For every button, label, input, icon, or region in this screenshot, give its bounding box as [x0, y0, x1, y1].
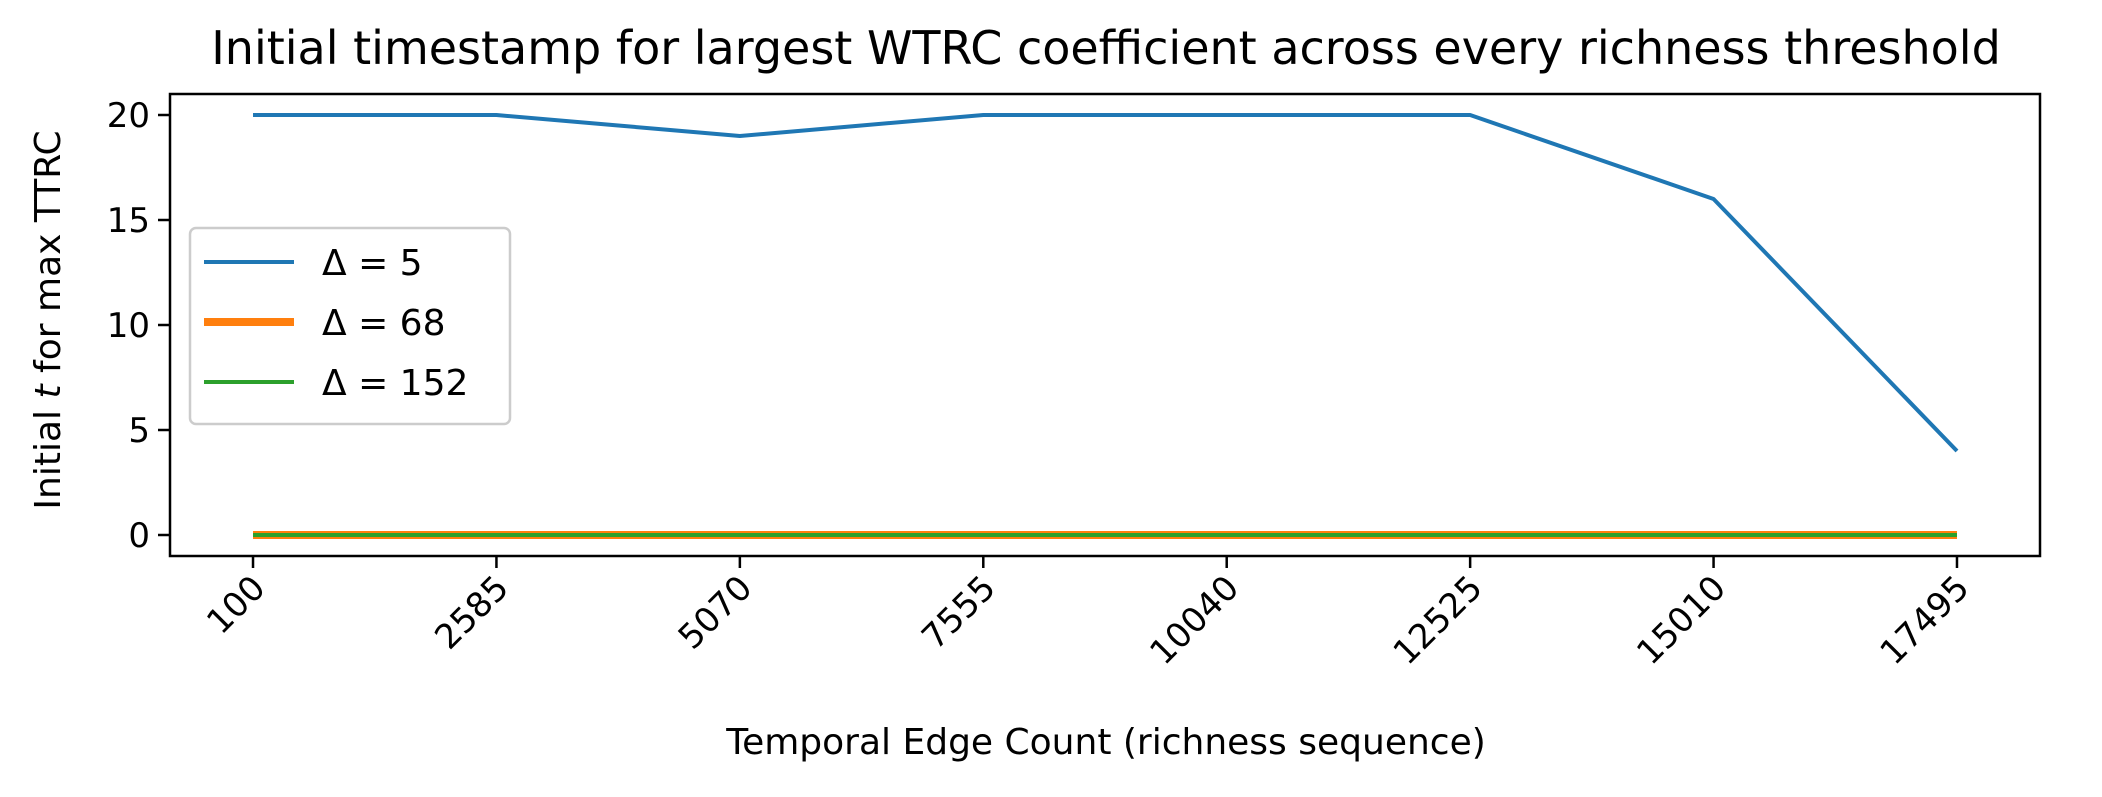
x-tick-label: 5070 [671, 568, 760, 657]
x-tick-label: 17495 [1873, 568, 1978, 673]
y-tick-label: 5 [128, 411, 150, 451]
y-tick-label: 0 [128, 516, 150, 556]
y-tick-label: 20 [107, 96, 150, 136]
x-axis-label: Temporal Edge Count (richness sequence) [725, 722, 1486, 763]
x-tick-label: 15010 [1629, 568, 1734, 673]
legend-label-3: Δ = 152 [322, 363, 468, 404]
chart-title: Initial timestamp for largest WTRC coeff… [211, 21, 2001, 75]
x-tick-label: 100 [199, 568, 273, 642]
legend-label-1: Δ = 5 [322, 243, 423, 284]
y-tick-label: 15 [107, 201, 150, 241]
x-tick-label: 12525 [1386, 568, 1491, 673]
x-tick-label: 2585 [427, 568, 516, 657]
x-tick-label: 10040 [1142, 568, 1247, 673]
legend: Δ = 5 Δ = 68 Δ = 152 [190, 228, 510, 424]
y-axis-label: Initial t for max TTRC [28, 130, 69, 509]
legend-label-2: Δ = 68 [322, 303, 446, 344]
y-tick-label: 10 [107, 306, 150, 346]
x-tick-label: 7555 [914, 568, 1003, 657]
